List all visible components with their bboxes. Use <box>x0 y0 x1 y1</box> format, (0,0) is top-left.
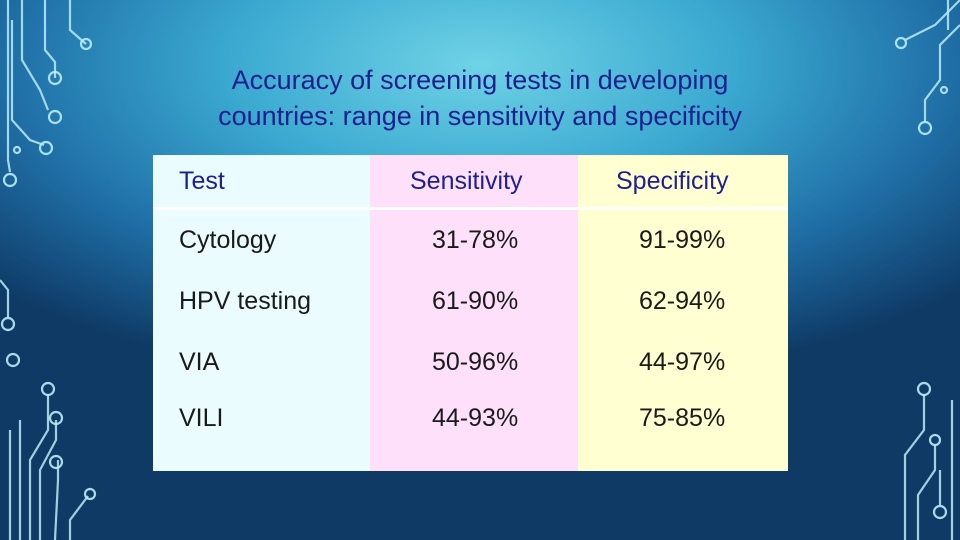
cell-sensitivity: 31-78% <box>370 210 578 271</box>
slide-title: Accuracy of screening tests in developin… <box>120 62 840 134</box>
cell-sensitivity: 44-93% <box>370 393 578 471</box>
cell-specificity: 75-85% <box>578 393 788 471</box>
cell-test: Cytology <box>153 210 370 271</box>
header-test: Test <box>153 155 370 210</box>
header-specificity: Specificity <box>578 155 788 210</box>
cell-specificity: 91-99% <box>578 210 788 271</box>
cell-test: VIA <box>153 332 370 393</box>
cell-test: HPV testing <box>153 271 370 332</box>
header-sensitivity: Sensitivity <box>370 155 578 210</box>
cell-specificity: 44-97% <box>578 332 788 393</box>
cell-specificity: 62-94% <box>578 271 788 332</box>
cell-sensitivity: 61-90% <box>370 271 578 332</box>
title-line-1: Accuracy of screening tests in developin… <box>231 65 729 95</box>
cell-test: VILI <box>153 393 370 471</box>
cell-sensitivity: 50-96% <box>370 332 578 393</box>
accuracy-table: Test Sensitivity Specificity Cytology 31… <box>153 155 788 471</box>
title-line-2: countries: range in sensitivity and spec… <box>218 101 742 131</box>
